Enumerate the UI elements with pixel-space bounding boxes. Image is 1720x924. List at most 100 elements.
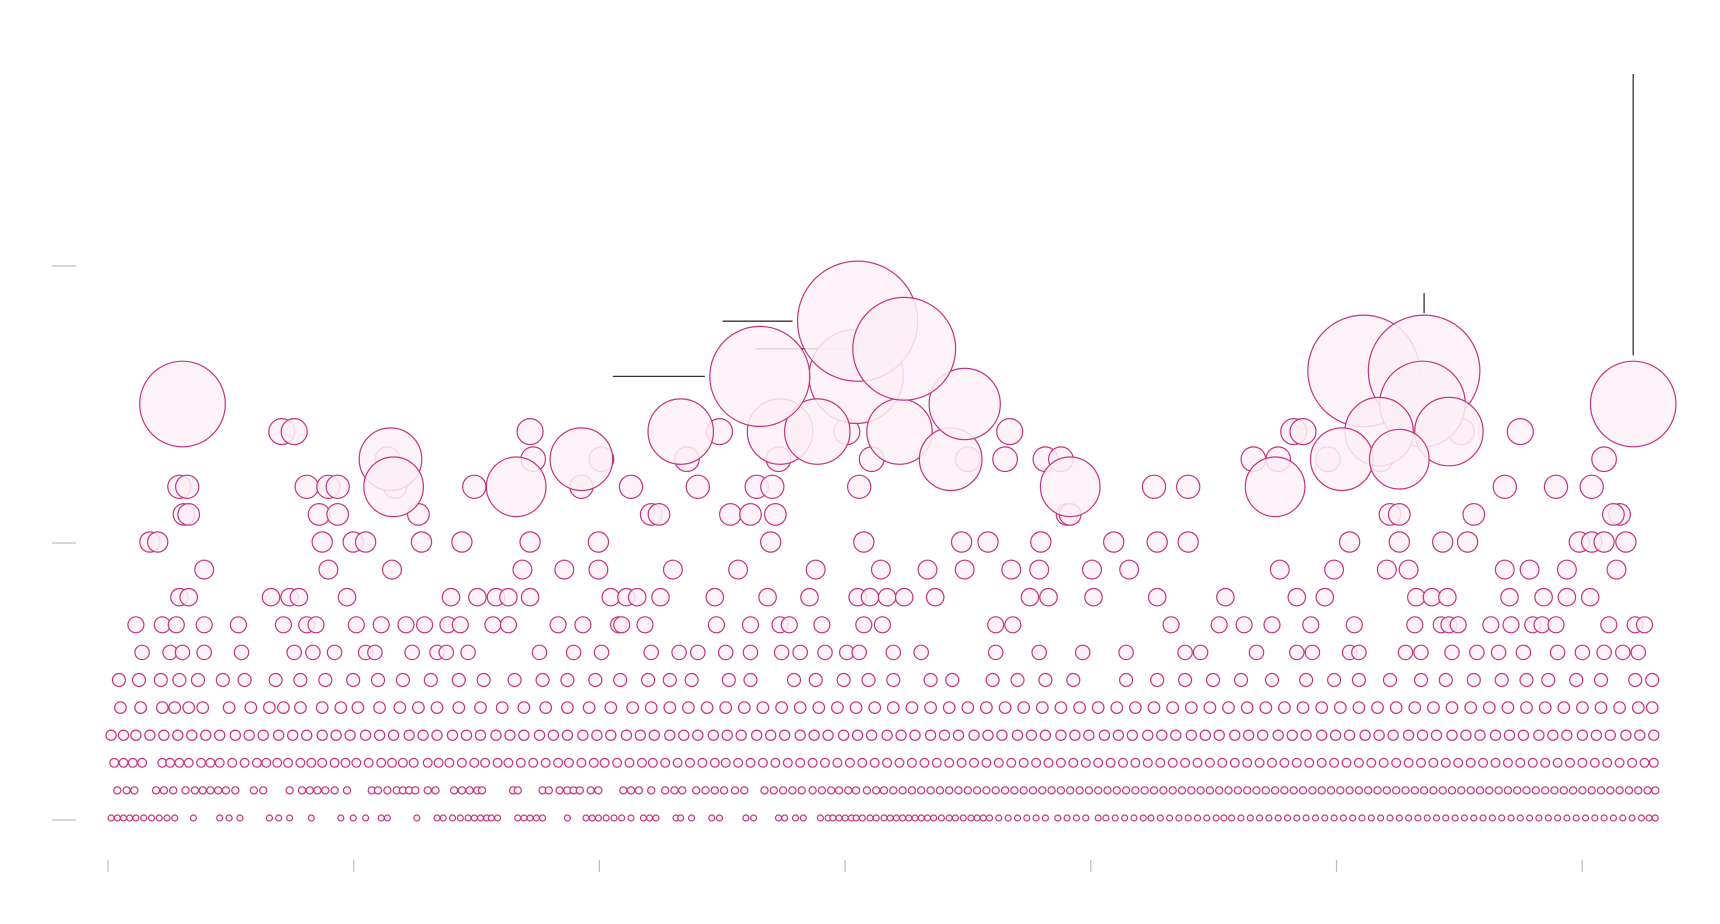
bubble: [469, 757, 480, 768]
bubble: [765, 729, 777, 741]
bubble: [280, 418, 308, 446]
bubble: [1651, 814, 1659, 822]
bubble: [1039, 587, 1058, 607]
bubble: [113, 786, 122, 795]
bubble: [1233, 786, 1243, 795]
bubble: [535, 672, 550, 688]
bubble: [1624, 786, 1634, 795]
bubble: [1479, 814, 1487, 822]
bubble: [1147, 814, 1155, 822]
bubble: [860, 587, 880, 607]
bubble: [540, 757, 551, 768]
bubble: [167, 616, 185, 634]
bubble: [499, 587, 518, 607]
bubble: [1572, 814, 1580, 822]
bubble: [651, 587, 670, 607]
bubble: [1063, 814, 1071, 822]
bubble: [416, 616, 434, 634]
bubble: [325, 474, 350, 499]
bubble: [118, 757, 129, 768]
bubble: [221, 786, 231, 795]
bubble: [1406, 616, 1424, 634]
bubble: [894, 587, 914, 607]
bubble: [1237, 814, 1245, 822]
bubble: [1031, 757, 1042, 768]
bubble: [664, 729, 676, 741]
bubble: [1648, 757, 1659, 768]
bubble: [127, 757, 138, 768]
bubble: [587, 531, 610, 553]
bubble: [1600, 814, 1608, 822]
bubble: [577, 729, 589, 741]
bubble: [1120, 814, 1129, 822]
bubble-large: [485, 456, 547, 518]
bubble: [1329, 729, 1342, 741]
bubble: [963, 786, 973, 795]
bubble: [1416, 729, 1429, 741]
bubble: [1068, 757, 1079, 768]
bubble: [968, 757, 979, 768]
bubble: [225, 814, 233, 822]
bubble: [1196, 786, 1205, 795]
bubble: [1072, 814, 1081, 822]
bubble: [1069, 729, 1081, 741]
bubble: [476, 672, 491, 688]
bubble: [757, 757, 768, 768]
bubble: [575, 786, 585, 795]
bubble: [1156, 729, 1168, 741]
bubble: [307, 616, 325, 634]
bubble: [373, 701, 387, 714]
bubble: [477, 786, 487, 795]
bubble: [318, 672, 333, 688]
bubble: [853, 531, 875, 553]
bubble: [808, 729, 820, 741]
bubble: [1083, 729, 1095, 741]
bubble: [817, 786, 827, 795]
bubble: [992, 446, 1018, 473]
bubble: [1615, 644, 1631, 661]
bubble: [1550, 786, 1559, 795]
bubble: [982, 729, 994, 741]
bubble: [985, 814, 994, 822]
bubble: [707, 616, 726, 634]
bubble: [829, 814, 837, 822]
bubble: [1596, 786, 1606, 795]
bubble: [909, 729, 921, 741]
bubble: [782, 757, 793, 768]
bubble: [1302, 616, 1320, 634]
bubble: [898, 814, 907, 822]
bubble: [412, 701, 425, 714]
bubble: [807, 757, 818, 768]
bubble: [1341, 757, 1352, 768]
bubble: [144, 729, 156, 741]
bubble: [987, 616, 1005, 634]
bubble-large: [1589, 360, 1677, 448]
bubble: [678, 786, 687, 795]
bubble: [961, 701, 975, 714]
bubble: [1031, 644, 1047, 661]
bubble: [905, 701, 919, 714]
bubble: [1175, 474, 1201, 499]
bubble: [1371, 701, 1384, 714]
bubble: [549, 616, 567, 634]
bubble: [808, 786, 817, 795]
bubble: [851, 644, 867, 661]
bubble: [905, 814, 913, 822]
bubble: [268, 672, 283, 688]
bubble: [1333, 701, 1347, 714]
bubble: [528, 757, 539, 768]
bubble: [1117, 757, 1128, 768]
bubble: [1449, 616, 1467, 634]
bubble: [786, 672, 802, 688]
bubble: [1324, 559, 1345, 580]
bubble: [817, 644, 833, 661]
bubble: [1520, 701, 1533, 714]
bubble: [1535, 814, 1543, 822]
bubble: [484, 616, 502, 634]
bubble: [751, 729, 763, 741]
bubble: [1315, 701, 1329, 714]
bubble: [1543, 474, 1569, 499]
bubble: [898, 786, 907, 795]
bubble: [1300, 729, 1312, 741]
bubble: [662, 672, 677, 688]
